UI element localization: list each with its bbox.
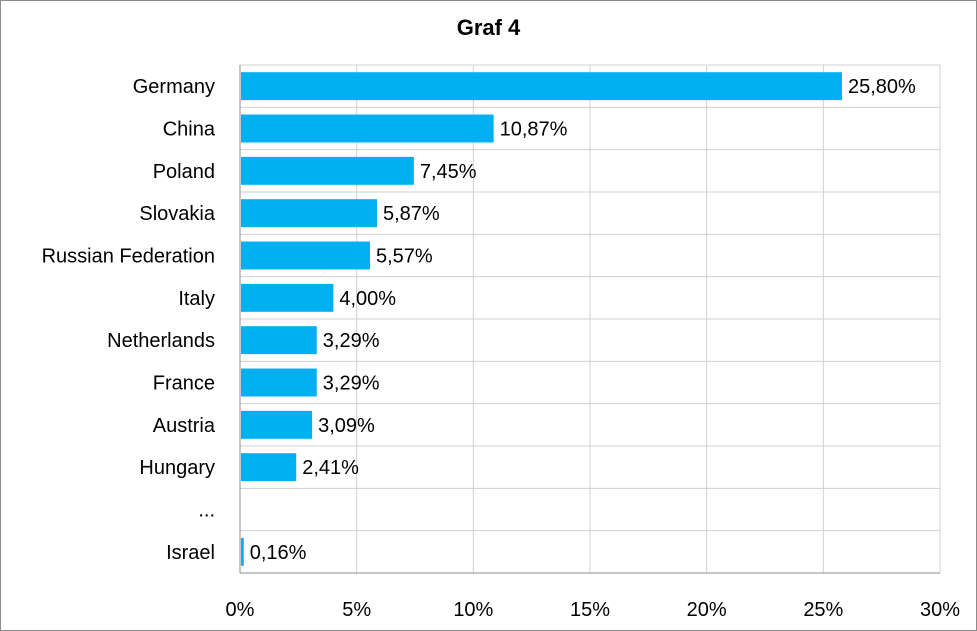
category-label-7: France — [153, 373, 215, 395]
bar-1 — [241, 114, 494, 143]
data-label-8: 3,09% — [318, 415, 375, 437]
x-tick-label-4: 20% — [687, 599, 727, 621]
bar-5 — [241, 283, 334, 312]
x-tick-label-6: 30% — [920, 599, 960, 621]
bar-0 — [241, 72, 842, 101]
category-label-5: Italy — [178, 288, 215, 310]
data-label-3: 5,87% — [383, 203, 440, 225]
category-label-2: Poland — [153, 161, 215, 183]
data-label-1: 10,87% — [500, 119, 568, 141]
category-label-4: Russian Federation — [42, 246, 215, 268]
category-label-3: Slovakia — [139, 203, 215, 225]
data-label-7: 3,29% — [323, 373, 380, 395]
data-label-2: 7,45% — [420, 161, 477, 183]
x-tick-label-3: 15% — [570, 599, 610, 621]
data-label-0: 25,80% — [848, 76, 916, 98]
bar-11 — [241, 537, 244, 566]
data-label-6: 3,29% — [323, 330, 380, 352]
category-label-1: China — [163, 119, 216, 141]
data-label-4: 5,57% — [376, 246, 433, 268]
chart-title: Graf 4 — [456, 15, 521, 40]
category-label-10: ... — [198, 500, 215, 522]
x-tick-label-2: 10% — [453, 599, 493, 621]
category-label-6: Netherlands — [107, 330, 215, 352]
data-label-9: 2,41% — [302, 457, 359, 479]
data-label-5: 4,00% — [339, 288, 396, 310]
x-tick-label-5: 25% — [803, 599, 843, 621]
bar-2 — [241, 156, 414, 185]
category-label-9: Hungary — [139, 457, 215, 479]
category-label-0: Germany — [133, 76, 215, 98]
bar-9 — [241, 453, 297, 482]
bar-3 — [241, 199, 377, 228]
bar-4 — [241, 241, 370, 270]
bar-7 — [241, 368, 317, 397]
bar-8 — [241, 410, 313, 439]
bar-6 — [241, 326, 317, 355]
x-tick-label-1: 5% — [342, 599, 371, 621]
data-label-11: 0,16% — [250, 542, 307, 564]
x-tick-label-0: 0% — [226, 599, 255, 621]
category-label-11: Israel — [166, 542, 215, 564]
category-label-8: Austria — [153, 415, 216, 437]
